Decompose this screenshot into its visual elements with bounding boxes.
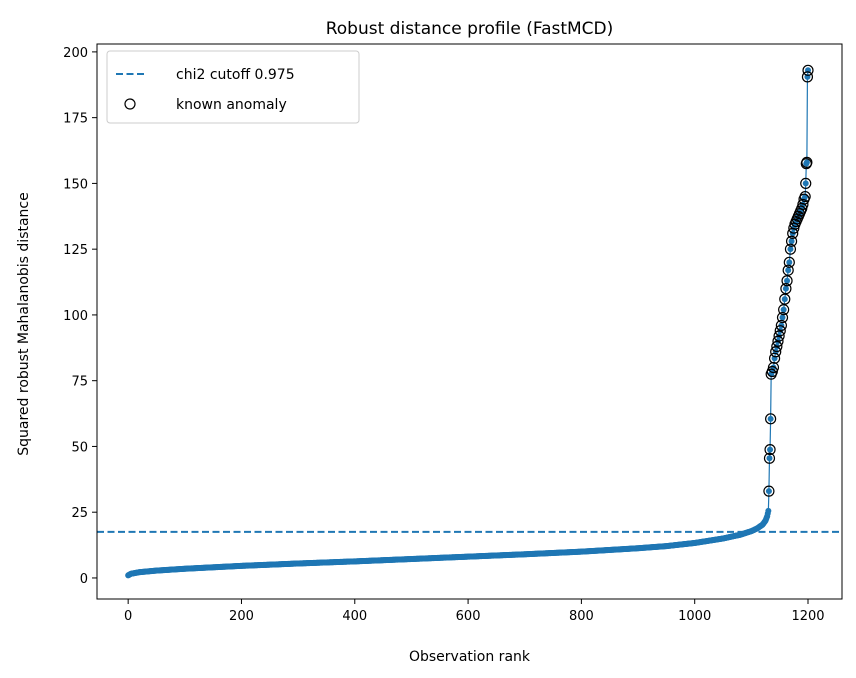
- anomaly-marker: [767, 361, 780, 374]
- anomaly-marker: [775, 319, 787, 332]
- observation-point: [779, 314, 786, 321]
- y-axis-label: Squared robust Mahalanobis distance: [16, 192, 32, 456]
- anomaly-marker: [785, 235, 798, 247]
- observation-point: [784, 277, 791, 284]
- observation-point: [803, 159, 810, 166]
- x-axis-label: Observation rank: [409, 649, 531, 665]
- legend-anomaly-swatch: [124, 98, 136, 110]
- legend-anomaly-label: known anomaly: [176, 97, 287, 113]
- anomaly-marker: [782, 264, 794, 276]
- anomaly-marker: [801, 156, 813, 168]
- anomaly-marker: [773, 330, 785, 342]
- observation-point: [781, 296, 788, 303]
- y-tick-label: 125: [63, 243, 88, 258]
- x-tick-label: 1000: [678, 609, 711, 624]
- observation-point: [767, 446, 774, 453]
- anomaly-marker: [779, 293, 791, 305]
- observation-point: [765, 488, 772, 495]
- x-tick-label: 600: [456, 609, 481, 624]
- observation-point: [782, 285, 789, 292]
- x-tick-label: 400: [342, 609, 367, 624]
- anomaly-marker: [771, 340, 783, 353]
- axis-ticks: 0 200 400 600 800 1000 1200 0 25 50 75 100 125 150 175…: [63, 46, 824, 624]
- anomaly-marker: [770, 346, 782, 358]
- anomaly-marker: [801, 71, 814, 83]
- y-tick-label: 150: [63, 177, 88, 192]
- y-tick-label: 200: [63, 46, 88, 61]
- y-tick-label: 100: [63, 309, 88, 324]
- anomaly-marker: [784, 243, 797, 255]
- anomaly-marker: [765, 413, 777, 425]
- anomaly-marker: [800, 177, 812, 190]
- y-tick-label: 75: [71, 375, 88, 390]
- axes-frame: [96, 43, 843, 600]
- legend: chi2 cutoff 0.975 known anomaly: [106, 50, 360, 124]
- anomaly-marker: [764, 444, 776, 456]
- anomaly-marker: [772, 335, 784, 347]
- observation-point: [802, 180, 809, 187]
- y-tick-label: 0: [80, 572, 88, 587]
- chart-title: Robust distance profile (FastMCD): [326, 19, 614, 39]
- observation-point: [788, 238, 795, 245]
- y-tick-label: 175: [63, 112, 88, 127]
- anomaly-marker: [776, 311, 789, 324]
- observation-point: [766, 455, 773, 462]
- observation-point: [787, 246, 794, 253]
- anomaly-marker: [774, 325, 786, 337]
- anomaly-marker: [799, 190, 811, 203]
- anomaly-marker: [797, 198, 809, 211]
- y-tick-label: 25: [71, 506, 88, 521]
- anomaly-marker: [763, 452, 776, 464]
- legend-cutoff-label: chi2 cutoff 0.975: [176, 67, 295, 83]
- anomaly-marker: [778, 304, 790, 316]
- observation-point: [786, 259, 793, 266]
- observation-point: [767, 415, 774, 422]
- x-tick-label: 800: [569, 609, 594, 624]
- plot-area: [96, 43, 843, 600]
- y-tick-label: 50: [71, 440, 88, 455]
- anomaly-marker: [768, 352, 781, 364]
- observation-point: [765, 507, 772, 514]
- x-tick-label: 0: [124, 609, 132, 624]
- legend-frame: [106, 50, 360, 124]
- observation-point: [785, 267, 792, 274]
- x-tick-label: 200: [229, 609, 254, 624]
- anomaly-marker: [802, 64, 814, 76]
- anomaly-marker: [781, 275, 793, 287]
- anomaly-marker: [763, 485, 775, 497]
- anomaly-marker: [783, 256, 795, 268]
- x-tick-label: 1200: [791, 609, 824, 624]
- anomaly-marker: [780, 283, 792, 295]
- observation-point: [780, 306, 787, 313]
